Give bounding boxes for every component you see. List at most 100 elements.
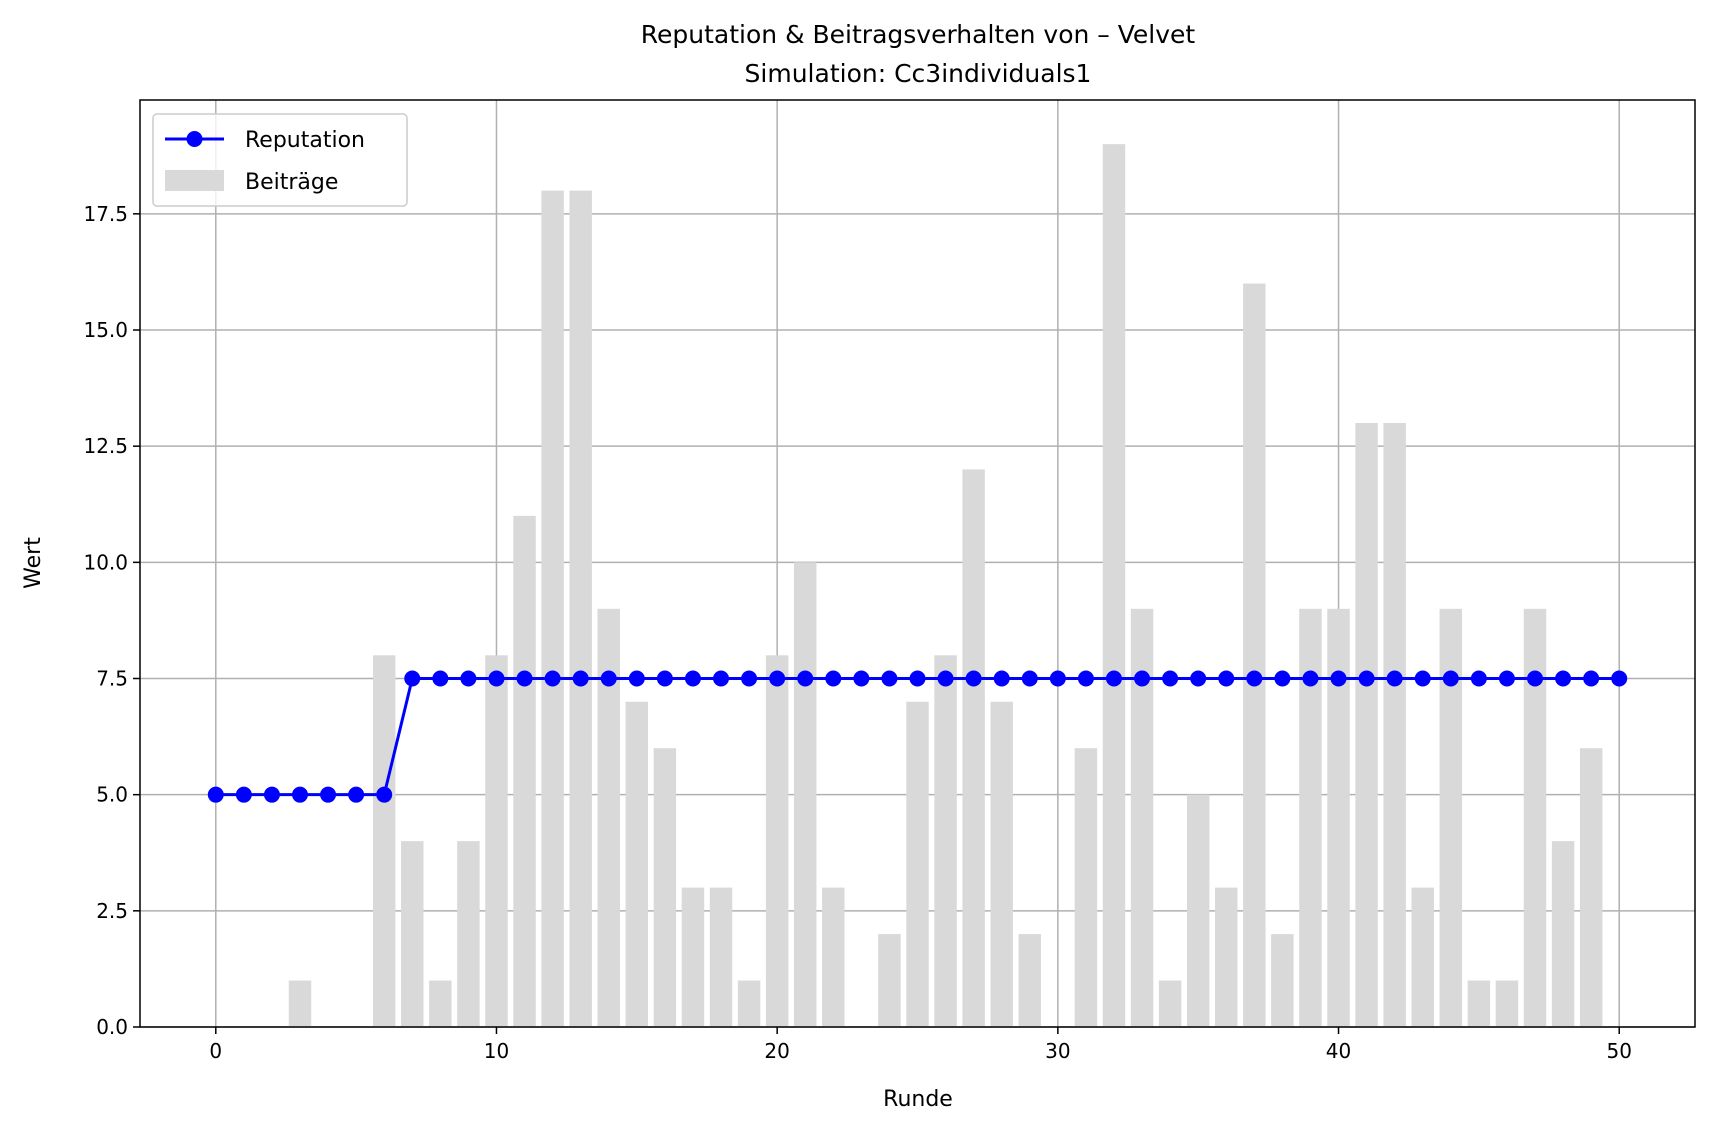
bar xyxy=(372,655,396,1027)
bar xyxy=(625,701,649,1027)
bar xyxy=(401,841,424,1027)
bar xyxy=(990,701,1013,1027)
reputation-point xyxy=(825,670,842,687)
y-tick-label: 10.0 xyxy=(83,550,128,574)
reputation-point xyxy=(1105,670,1122,687)
tick-layer: 0 10 20 30 40 50 0.0 2.5 5.0 7.5 10.0 12.5 15.0 17.5 xyxy=(83,202,1631,1063)
bar xyxy=(429,980,452,1027)
reputation-point xyxy=(572,670,589,687)
reputation-point xyxy=(1386,670,1403,687)
bar xyxy=(709,887,733,1027)
reputation-point xyxy=(769,670,786,687)
bar-layer xyxy=(288,144,1603,1028)
bar xyxy=(1579,748,1603,1027)
bar xyxy=(1439,608,1463,1027)
legend: Reputation Beiträge xyxy=(152,113,408,207)
bar xyxy=(1355,422,1378,1028)
reputation-point xyxy=(881,670,898,687)
reputation-point xyxy=(628,670,645,687)
x-tick-label: 30 xyxy=(1045,1039,1070,1063)
x-tick-label: 0 xyxy=(209,1039,222,1063)
reputation-point xyxy=(1302,670,1319,687)
y-tick-label: 2.5 xyxy=(96,899,128,923)
reputation-point xyxy=(1218,670,1235,687)
reputation-point xyxy=(291,786,308,803)
reputation-point xyxy=(993,670,1010,687)
plot-frame xyxy=(139,99,1696,1028)
bar xyxy=(1215,887,1238,1027)
bar xyxy=(597,608,620,1027)
bar xyxy=(822,887,845,1027)
chart-title: Reputation & Beitragsverhalten von – Vel… xyxy=(641,20,1196,49)
reputation-point xyxy=(263,786,280,803)
reputation-point xyxy=(1077,670,1094,687)
reputation-point xyxy=(1330,670,1347,687)
bar xyxy=(1467,980,1491,1027)
reputation-point xyxy=(1414,670,1431,687)
legend-beitraege-swatch xyxy=(165,170,224,191)
y-tick-label: 17.5 xyxy=(83,202,128,226)
reputation-point xyxy=(1611,670,1628,687)
bar xyxy=(1158,980,1182,1027)
bar xyxy=(934,655,957,1027)
reputation-point xyxy=(1021,670,1038,687)
bar xyxy=(485,655,508,1027)
bar xyxy=(457,841,480,1027)
reputation-point xyxy=(1134,670,1151,687)
reputation-point xyxy=(320,786,337,803)
reputation-point xyxy=(1498,670,1515,687)
y-axis-label: Wert xyxy=(21,537,46,589)
legend-reputation-marker xyxy=(186,131,203,147)
bar xyxy=(1495,980,1519,1027)
bar xyxy=(513,515,536,1027)
reputation-point xyxy=(1527,670,1544,687)
bar xyxy=(1186,794,1210,1027)
reputation-point xyxy=(684,670,701,687)
reputation-point xyxy=(460,670,477,687)
legend-beitraege-label: Beiträge xyxy=(245,170,338,195)
legend-reputation-label: Reputation xyxy=(245,128,365,153)
reputation-point xyxy=(965,670,982,687)
bar xyxy=(569,190,592,1028)
reputation-point xyxy=(488,670,505,687)
bar xyxy=(1383,422,1406,1028)
bar xyxy=(1551,841,1575,1027)
reputation-point xyxy=(1358,670,1375,687)
bar xyxy=(1327,608,1350,1027)
bar xyxy=(653,748,677,1027)
x-axis-label: Runde xyxy=(883,1087,953,1112)
bar xyxy=(906,701,929,1027)
reputation-point xyxy=(1470,670,1487,687)
reputation-point xyxy=(797,670,814,687)
bar xyxy=(737,980,761,1027)
reputation-point xyxy=(516,670,533,687)
x-tick-label: 40 xyxy=(1326,1039,1351,1063)
reputation-point xyxy=(348,786,365,803)
bar xyxy=(1102,144,1126,1028)
reputation-point xyxy=(1274,670,1291,687)
bar xyxy=(681,887,705,1027)
reputation-point xyxy=(544,670,561,687)
y-tick-label: 12.5 xyxy=(83,434,128,458)
x-tick-label: 50 xyxy=(1606,1039,1631,1063)
reputation-point xyxy=(1555,670,1572,687)
bar xyxy=(541,190,564,1028)
reputation-point xyxy=(937,670,954,687)
line-layer xyxy=(207,670,1628,803)
reputation-point xyxy=(404,670,421,687)
bar xyxy=(1074,748,1098,1027)
reputation-point xyxy=(656,670,673,687)
reputation-point xyxy=(853,670,870,687)
reputation-point xyxy=(600,670,617,687)
reputation-point xyxy=(1246,670,1263,687)
reputation-point xyxy=(909,670,926,687)
bar xyxy=(1130,608,1154,1027)
reputation-point xyxy=(1442,670,1459,687)
reputation-point xyxy=(713,670,730,687)
y-tick-label: 0.0 xyxy=(96,1015,128,1039)
reputation-point xyxy=(207,786,224,803)
x-tick-label: 20 xyxy=(764,1039,789,1063)
reputation-point xyxy=(432,670,449,687)
chart-subtitle: Simulation: Cc3individuals1 xyxy=(745,59,1092,88)
y-tick-label: 15.0 xyxy=(83,318,128,342)
